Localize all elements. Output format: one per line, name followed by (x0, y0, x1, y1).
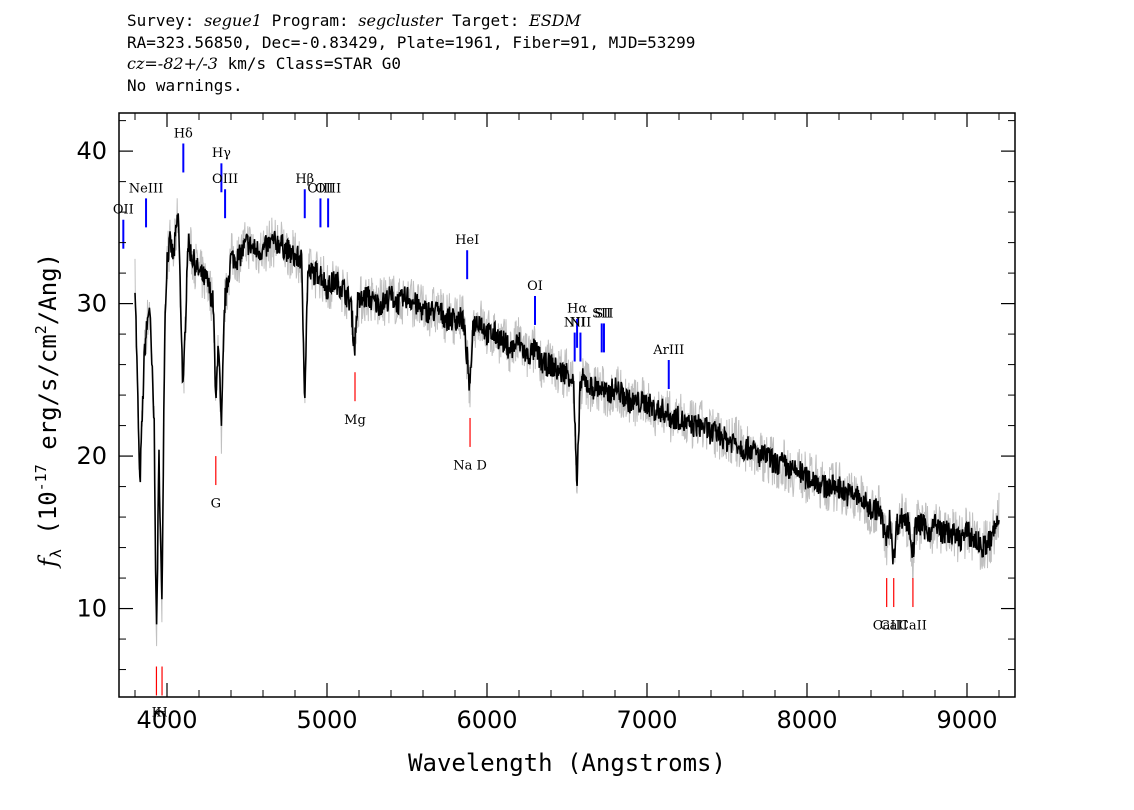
emission-line-label: SII (592, 306, 611, 321)
y-axis-title: fλ (10-17 erg/s/cm2/Ang) (32, 253, 65, 569)
redshift-value: cz=-82+/-3 (127, 54, 218, 73)
x-tick-label: 8000 (776, 706, 837, 734)
target-key: Target: (442, 11, 530, 30)
absorption-line-label: CaII (880, 619, 908, 634)
y-tick-label: 10 (76, 595, 107, 623)
class-value: km/s Class=STAR G0 (217, 54, 401, 73)
absorption-line-label: Mg (344, 413, 366, 428)
y-tick-label: 40 (76, 137, 107, 165)
absorption-line-label: H (156, 706, 167, 721)
absorption-line-label: CaII (873, 619, 901, 634)
header-warnings-line: No warnings. (127, 75, 243, 95)
spectrum-header: Survey: segue1 Program: segcluster Targe… (127, 10, 695, 96)
survey-key: Survey: (127, 11, 205, 30)
emission-line-label: Hδ (174, 126, 193, 141)
emission-line-label: OIII (212, 172, 238, 187)
absorption-line-label: G (211, 497, 221, 512)
error-spectrum (134, 198, 1000, 647)
header-survey-line: Survey: segue1 Program: segcluster Targe… (127, 10, 695, 32)
x-tick-label: 9000 (936, 706, 997, 734)
emission-line-label: OI (527, 279, 543, 294)
x-tick-label: 7000 (616, 706, 677, 734)
header-redshift-line: cz=-82+/-3 km/s Class=STAR G0 (127, 53, 695, 75)
target-value: ESDM (529, 11, 581, 30)
emission-line-label: Hβ (295, 172, 314, 187)
emission-line-label: OIII (307, 181, 333, 196)
emission-line-label: NII (570, 315, 592, 330)
emission-line-label: HeI (455, 233, 479, 248)
emission-line-label: NeIII (129, 181, 163, 196)
x-tick-label: 6000 (456, 706, 517, 734)
emission-line-label: OIII (315, 181, 341, 196)
emission-line-label: SII (594, 306, 613, 321)
emission-line-label: ArIII (652, 343, 684, 358)
y-tick-label: 20 (76, 442, 107, 470)
x-tick-label: 4000 (136, 706, 197, 734)
x-tick-label: 5000 (296, 706, 357, 734)
emission-line-label: Hα (567, 302, 587, 317)
flux-spectrum (134, 213, 1000, 625)
absorption-line-label: CaII (899, 619, 927, 634)
plot-frame (118, 112, 1016, 698)
emission-line-label: Hγ (212, 146, 231, 161)
program-key: Program: (261, 11, 359, 30)
axes: 4000 5000 6000 7000 8000 9000 10 20 30 40 (76, 113, 1015, 734)
survey-value: segue1 (204, 11, 262, 30)
emission-line-label: NII (564, 315, 586, 330)
header-coordinates-line: RA=323.56850, Dec=-0.83429, Plate=1961, … (127, 32, 696, 52)
program-value: segcluster (358, 11, 443, 30)
absorption-line-label: K (152, 706, 162, 721)
emission-line-label: OII (113, 203, 134, 218)
y-tick-label: 30 (76, 290, 107, 318)
absorption-line-label: Na D (453, 459, 487, 474)
x-axis-title: Wavelength (Angstroms) (408, 749, 726, 777)
